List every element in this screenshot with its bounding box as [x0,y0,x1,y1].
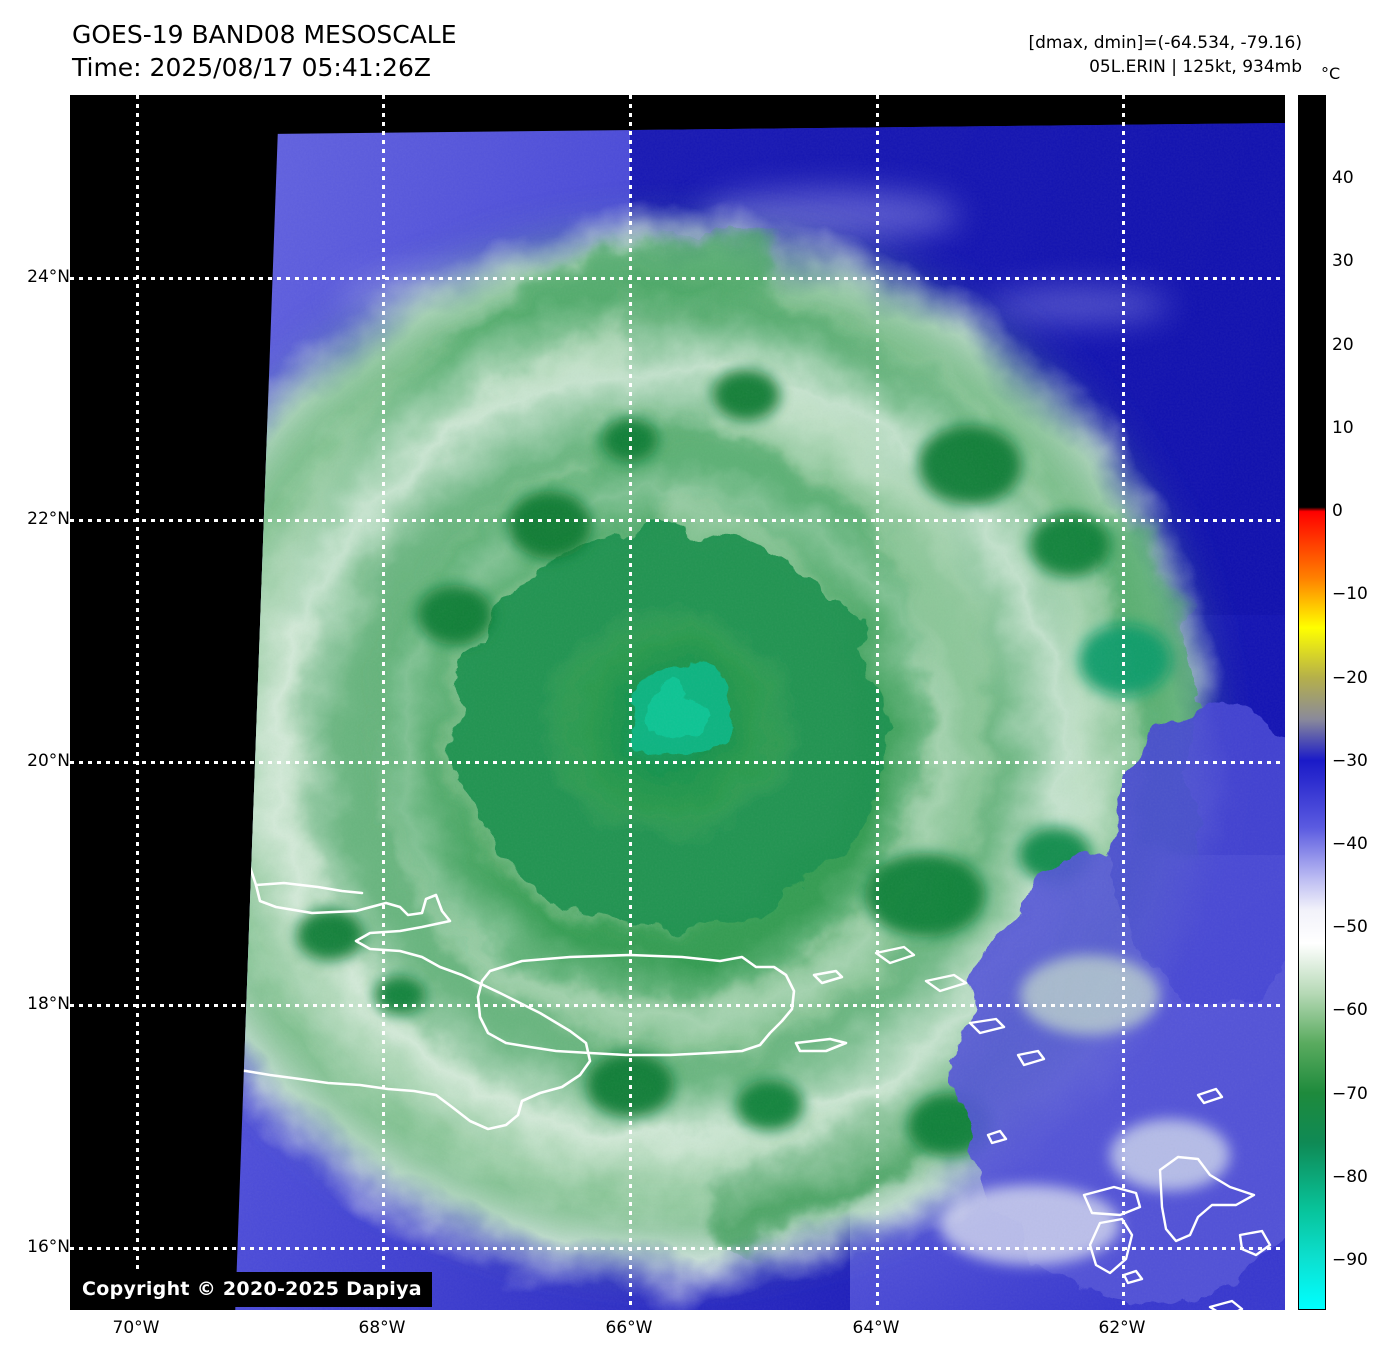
colorbar-tick-10: 10 [1332,417,1354,438]
colorbar-tick-neg20: −20 [1332,667,1368,688]
colorbar-tick-neg70: −70 [1332,1083,1368,1104]
colorbar-tick-neg10: −10 [1332,584,1368,605]
colorbar-tick-neg60: −60 [1332,1000,1368,1021]
colorbar-tick-neg30: −30 [1332,750,1368,771]
lon-tick-68w: 68°W [358,1318,406,1338]
colorbar[interactable] [1298,95,1326,1310]
lat-tick-16n: 16°N [27,1237,70,1257]
colorbar-tick-neg90: −90 [1332,1250,1368,1271]
colorbar-tick-30: 30 [1332,251,1354,272]
satellite-image-plot[interactable]: Copyright © 2020-2025 Dapiya [70,95,1285,1310]
colorbar-tick-20: 20 [1332,334,1354,355]
colorbar-tick-neg40: −40 [1332,833,1368,854]
satellite-swath [235,122,1285,1310]
data-range-label: [dmax, dmin]=(-64.534, -79.16) [1028,33,1303,53]
colorbar-tick-neg50: −50 [1332,917,1368,938]
lat-tick-20n: 20°N [27,751,70,771]
lon-tick-70w: 70°W [112,1318,160,1338]
lat-tick-24n: 24°N [27,267,70,287]
title-block: GOES-19 BAND08 MESOSCALE Time: 2025/08/1… [72,18,457,84]
colorbar-tick-40: 40 [1332,168,1354,189]
metadata-block: [dmax, dmin]=(-64.534, -79.16) 05L.ERIN … [1029,31,1303,79]
colorbar-tick-0: 0 [1332,501,1343,522]
colorbar-unit-label: °C [1321,64,1341,83]
gridline-lon-70w [136,95,139,1310]
lat-tick-18n: 18°N [27,994,70,1014]
colorbar-gradient [1299,96,1325,1309]
timestamp-line: Time: 2025/08/17 05:41:26Z [72,53,431,82]
copyright-watermark: Copyright © 2020-2025 Dapiya [70,1272,432,1307]
colorbar-tick-neg80: −80 [1332,1166,1368,1187]
lat-tick-22n: 22°N [27,509,70,529]
lon-tick-64w: 64°W [852,1318,900,1338]
storm-info-label: 05L.ERIN | 125kt, 934mb [1089,57,1302,77]
lon-tick-62w: 62°W [1098,1318,1146,1338]
lon-tick-66w: 66°W [605,1318,653,1338]
page-title: GOES-19 BAND08 MESOSCALE [72,20,457,49]
